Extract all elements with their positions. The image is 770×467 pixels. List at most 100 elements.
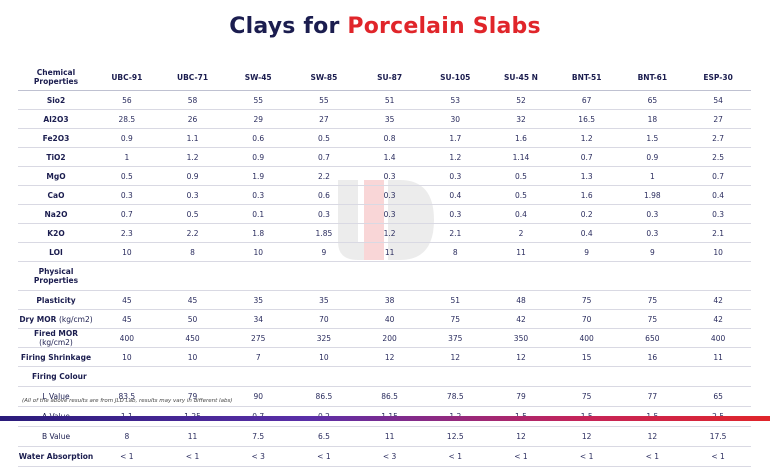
- table-cell: 11: [356, 426, 423, 447]
- table-cell: 52: [488, 90, 554, 110]
- table-cell: 12: [553, 426, 620, 447]
- table-cell: 70: [291, 309, 357, 329]
- row-label-text: Fired MOR: [33, 329, 79, 338]
- table-cell: 77: [619, 386, 686, 407]
- section-header-row: Physical Properties: [18, 261, 751, 291]
- table-cell: 0.8: [356, 128, 423, 148]
- table-cell: 0.6: [291, 185, 357, 205]
- table-cell: 48: [488, 290, 554, 310]
- table-cell: 6.5: [291, 426, 357, 447]
- table-cell: 400: [685, 328, 751, 348]
- table-cell: 1.85: [291, 223, 357, 243]
- table-cell: 9: [553, 242, 620, 262]
- table-cell: 35: [291, 290, 357, 310]
- table-cell: 10: [225, 242, 292, 262]
- empty-cell: [291, 261, 357, 291]
- empty-cell: [159, 261, 226, 291]
- table-cell: 0.9: [619, 147, 686, 167]
- table-cell: 16: [619, 347, 686, 367]
- chemical-properties-header: Chemical Properties: [18, 64, 94, 91]
- empty-cell: [553, 261, 620, 291]
- row-label: Sio2: [18, 90, 94, 110]
- table-cell: 11: [488, 242, 554, 262]
- table-cell: < 1: [619, 446, 686, 467]
- row-label: Plasticity: [18, 290, 94, 310]
- table-cell: 51: [422, 290, 489, 310]
- empty-cell: [94, 366, 160, 387]
- table-cell: 28.5: [94, 109, 160, 129]
- table-cell: < 3: [225, 446, 292, 467]
- table-row: TiO2 1 1.2 0.9 0.7 1.4 1.2 1.14 0.7 0.9 2.5: [18, 147, 751, 167]
- table-cell: 0.6: [225, 128, 292, 148]
- column-header: UBC-91: [94, 64, 160, 91]
- table-cell: 0.5: [94, 166, 160, 186]
- table-cell: 0.4: [553, 223, 620, 243]
- table-cell: 11: [159, 426, 226, 447]
- table-cell: 7: [225, 347, 292, 367]
- table-cell: 1.14: [488, 147, 554, 167]
- table-cell: 2.1: [422, 223, 489, 243]
- table-cell: 1.1: [159, 128, 226, 148]
- footer-gradient-bar: [0, 416, 770, 421]
- table-cell: < 1: [159, 446, 226, 467]
- table-cell: 86.5: [356, 386, 423, 407]
- table-cell: 0.9: [94, 128, 160, 148]
- table-cell: 12: [356, 347, 423, 367]
- table-cell: 53: [422, 90, 489, 110]
- table-cell: 0.3: [356, 166, 423, 186]
- row-label: CaO: [18, 185, 94, 205]
- column-header: SU-105: [422, 64, 489, 91]
- empty-cell: [356, 366, 423, 387]
- empty-cell: [685, 366, 751, 387]
- table-cell: 17.5: [685, 426, 751, 447]
- table-cell: 1.2: [422, 147, 489, 167]
- table-row: Water Absorption < 1 < 1 < 3 < 1 < 3 < 1 < 1 < 1…: [18, 446, 751, 467]
- table-cell: < 1: [94, 446, 160, 467]
- table-cell: 0.3: [619, 223, 686, 243]
- page-title: Clays for Porcelain Slabs: [0, 14, 770, 39]
- table-cell: 0.3: [356, 185, 423, 205]
- table-cell: 18: [619, 109, 686, 129]
- table-cell: 12.5: [422, 426, 489, 447]
- table-cell: 0.4: [422, 185, 489, 205]
- column-header: BNT-61: [619, 64, 686, 91]
- table-cell: < 1: [291, 446, 357, 467]
- table-cell: 10: [159, 347, 226, 367]
- row-label: Firing Shrinkage: [18, 347, 94, 367]
- empty-cell: [553, 366, 620, 387]
- table-row: K2O 2.3 2.2 1.8 1.85 1.2 2.1 2 0.4 0.3 2.1: [18, 223, 751, 243]
- table-cell: 45: [159, 290, 226, 310]
- table-cell: 1.7: [422, 128, 489, 148]
- table-cell: 32: [488, 109, 554, 129]
- table-cell: < 1: [553, 446, 620, 467]
- table-cell: 40: [356, 309, 423, 329]
- table-cell: 58: [159, 90, 226, 110]
- table-cell: 51: [356, 90, 423, 110]
- table-cell: 1.6: [553, 185, 620, 205]
- row-label-unit: (kg/cm2): [39, 338, 73, 347]
- empty-cell: [225, 366, 292, 387]
- table-cell: 7.5: [225, 426, 292, 447]
- table-cell: 8: [94, 426, 160, 447]
- table-cell: 67: [553, 90, 620, 110]
- row-label: B Value: [18, 426, 94, 447]
- table-cell: 350: [488, 328, 554, 348]
- column-header: BNT-51: [553, 64, 620, 91]
- table-cell: 1: [94, 147, 160, 167]
- table-cell: 10: [94, 347, 160, 367]
- table-cell: 65: [619, 90, 686, 110]
- table-cell: 400: [553, 328, 620, 348]
- column-header: ESP-30: [685, 64, 751, 91]
- table-cell: 10: [291, 347, 357, 367]
- table-cell: 1.9: [225, 166, 292, 186]
- table-cell: 10: [685, 242, 751, 262]
- table-cell: 90: [225, 386, 292, 407]
- table-cell: 8: [159, 242, 226, 262]
- table-cell: 35: [356, 109, 423, 129]
- table-cell: 45: [94, 309, 160, 329]
- table-cell: 0.7: [94, 204, 160, 224]
- table-cell: 38: [356, 290, 423, 310]
- table-cell: 15: [553, 347, 620, 367]
- table-cell: < 1: [685, 446, 751, 467]
- table-cell: 0.5: [159, 204, 226, 224]
